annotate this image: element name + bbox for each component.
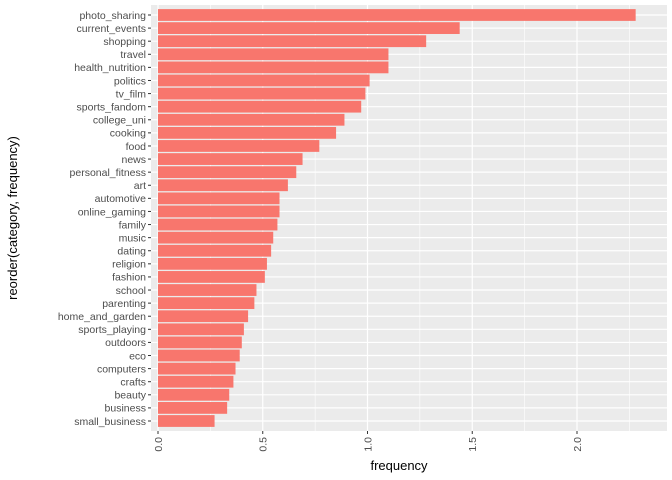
bar-business: [158, 402, 228, 414]
bar-photo_sharing: [158, 9, 636, 21]
bar-school: [158, 284, 257, 296]
bar-health_nutrition: [158, 61, 389, 74]
bar-crafts: [158, 375, 234, 388]
bar-computers: [158, 362, 236, 375]
bar-religion: [158, 257, 267, 270]
x-tick-label: 0.0: [153, 437, 165, 452]
y-tick-label: shopping: [103, 36, 146, 48]
x-tick-label: 0.5: [258, 437, 270, 452]
x-tick-label: 1.5: [467, 437, 479, 452]
x-tick-label: 1.0: [362, 437, 374, 452]
y-tick-label: parenting: [102, 298, 146, 310]
y-tick-label: food: [126, 141, 147, 153]
bar-fashion: [158, 271, 265, 283]
bar-travel: [158, 48, 389, 61]
bar-family: [158, 218, 278, 231]
bar-home_and_garden: [158, 310, 249, 323]
y-tick-label: fashion: [112, 272, 146, 284]
y-tick-label: photo_sharing: [79, 10, 146, 22]
bar-beauty: [158, 388, 230, 401]
bar-eco: [158, 349, 240, 362]
y-tick-label: small_business: [74, 416, 146, 428]
bar-food: [158, 140, 320, 152]
y-tick-label: news: [121, 154, 146, 166]
y-tick-label: college_uni: [93, 115, 146, 127]
x-tick-labels: 0.0 0.5 1.0 1.5 2.0: [153, 431, 584, 452]
y-tick-label: music: [119, 232, 146, 244]
y-tick-label: outdoors: [105, 337, 146, 349]
x-tick-label: 2.0: [572, 437, 584, 452]
x-axis-title: frequency: [370, 458, 428, 473]
bar-politics: [158, 74, 370, 87]
bar-sports_playing: [158, 323, 244, 336]
bar-tv_film: [158, 87, 366, 100]
y-tick-label: politics: [114, 75, 146, 87]
y-tick-label: cooking: [110, 128, 146, 140]
y-tick-label: eco: [129, 350, 146, 362]
y-tick-label: home_and_garden: [58, 311, 146, 323]
y-tick-label: beauty: [114, 390, 146, 402]
bar-sports_fandom: [158, 100, 362, 113]
bar-art: [158, 179, 288, 192]
y-tick-label: sports_playing: [78, 324, 146, 336]
y-tick-label: health_nutrition: [74, 62, 146, 74]
y-tick-label: crafts: [120, 377, 146, 389]
y-tick-label: online_gaming: [78, 206, 146, 218]
y-tick-label: automotive: [95, 193, 147, 205]
bar-cooking: [158, 126, 337, 139]
bar-college_uni: [158, 113, 345, 126]
bar-current_events: [158, 22, 460, 34]
bar-shopping: [158, 35, 427, 48]
y-tick-label: art: [134, 180, 146, 192]
y-tick-label: religion: [112, 259, 146, 271]
bar-online_gaming: [158, 205, 280, 218]
y-tick-labels: photo_sharingcurrent_eventsshoppingtrave…: [58, 10, 151, 428]
bar-news: [158, 153, 303, 165]
bar-personal_fitness: [158, 166, 297, 179]
y-tick-label: tv_film: [116, 88, 147, 100]
y-axis-title: reorder(category, frequency): [5, 136, 20, 300]
y-tick-label: personal_fitness: [70, 167, 146, 179]
bar-parenting: [158, 297, 255, 310]
y-tick-label: computers: [97, 363, 146, 375]
y-tick-label: business: [105, 403, 146, 415]
bar-music: [158, 231, 274, 244]
bars: [158, 9, 636, 427]
bar-small_business: [158, 415, 215, 427]
bar-outdoors: [158, 336, 242, 349]
bar-dating: [158, 244, 272, 257]
y-tick-label: school: [116, 285, 146, 297]
bar-automotive: [158, 192, 280, 205]
y-tick-label: current_events: [77, 23, 146, 35]
y-tick-label: sports_fandom: [77, 101, 147, 113]
y-tick-label: dating: [117, 246, 146, 258]
y-tick-label: family: [119, 219, 147, 231]
y-tick-label: travel: [120, 49, 146, 61]
